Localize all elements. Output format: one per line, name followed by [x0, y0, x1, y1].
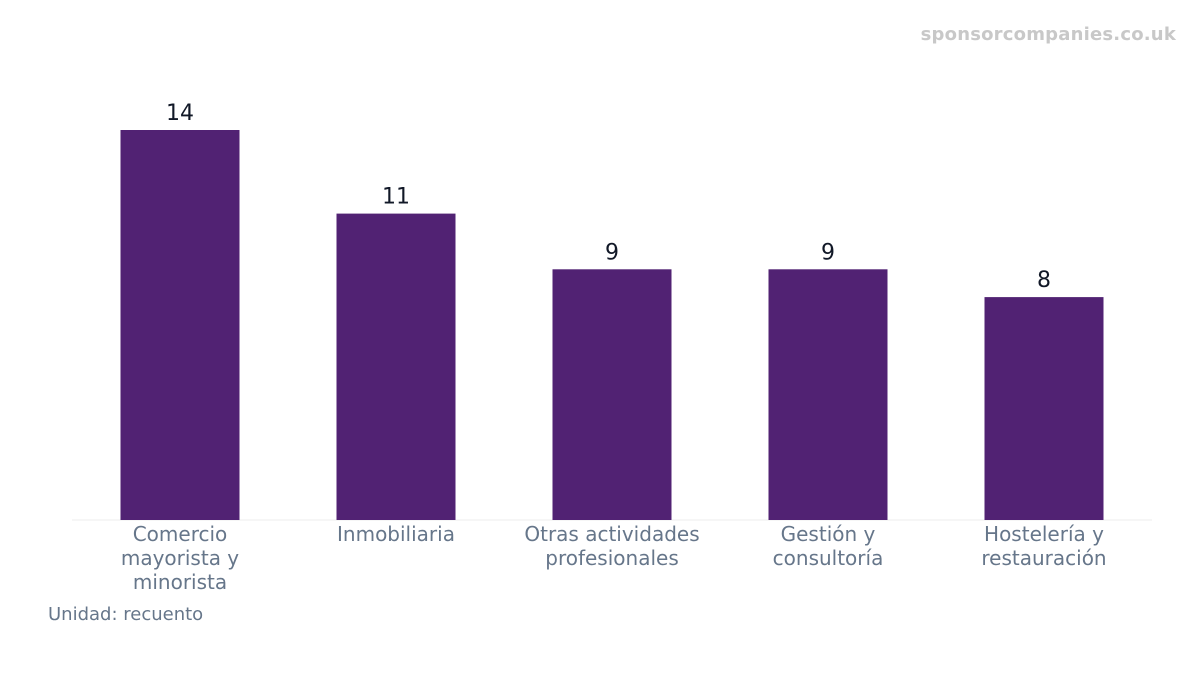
x-tick-label: Gestión y consultoría [773, 522, 884, 570]
bars-group [120, 130, 1104, 520]
watermark: sponsorcompanies.co.uk [920, 24, 1176, 45]
x-tick-label-line: Inmobiliaria [337, 522, 455, 546]
bar [768, 269, 888, 520]
x-tick-label-line: restauración [981, 546, 1106, 570]
bar [552, 269, 672, 520]
x-tick-labels-group: Comercio mayorista y minorista Inmobiliaria… [121, 522, 1107, 594]
bar [120, 130, 240, 520]
bar [984, 297, 1104, 520]
x-tick-label: Hostelería y restauración [981, 522, 1106, 570]
x-tick-label: Otras actividades profesionales [524, 522, 699, 570]
bar [336, 213, 456, 520]
bar-value-label: 9 [821, 240, 835, 265]
bar-value-label: 9 [605, 240, 619, 265]
bar-value-label: 11 [382, 185, 410, 210]
x-tick-label-line: consultoría [773, 546, 884, 570]
bar-value-label: 14 [166, 101, 194, 126]
x-tick-label-line: minorista [133, 570, 227, 594]
x-tick-label: Comercio mayorista y minorista [121, 522, 239, 594]
bar-chart: 14 11 9 9 8 Comercio mayorista y minorista Inmo… [72, 101, 1152, 594]
unit-note: Unidad: recuento [48, 604, 204, 625]
x-tick-label-line: Gestión y [781, 522, 876, 546]
value-labels-group: 14 11 9 9 8 [166, 101, 1051, 293]
x-tick-label: Inmobiliaria [337, 522, 455, 546]
x-tick-label-line: mayorista y [121, 546, 239, 570]
bar-value-label: 8 [1037, 268, 1051, 293]
x-tick-label-line: Otras actividades [524, 522, 699, 546]
x-tick-label-line: Comercio [133, 522, 228, 546]
x-tick-label-line: Hostelería y [984, 522, 1104, 546]
x-tick-label-line: profesionales [545, 546, 679, 570]
